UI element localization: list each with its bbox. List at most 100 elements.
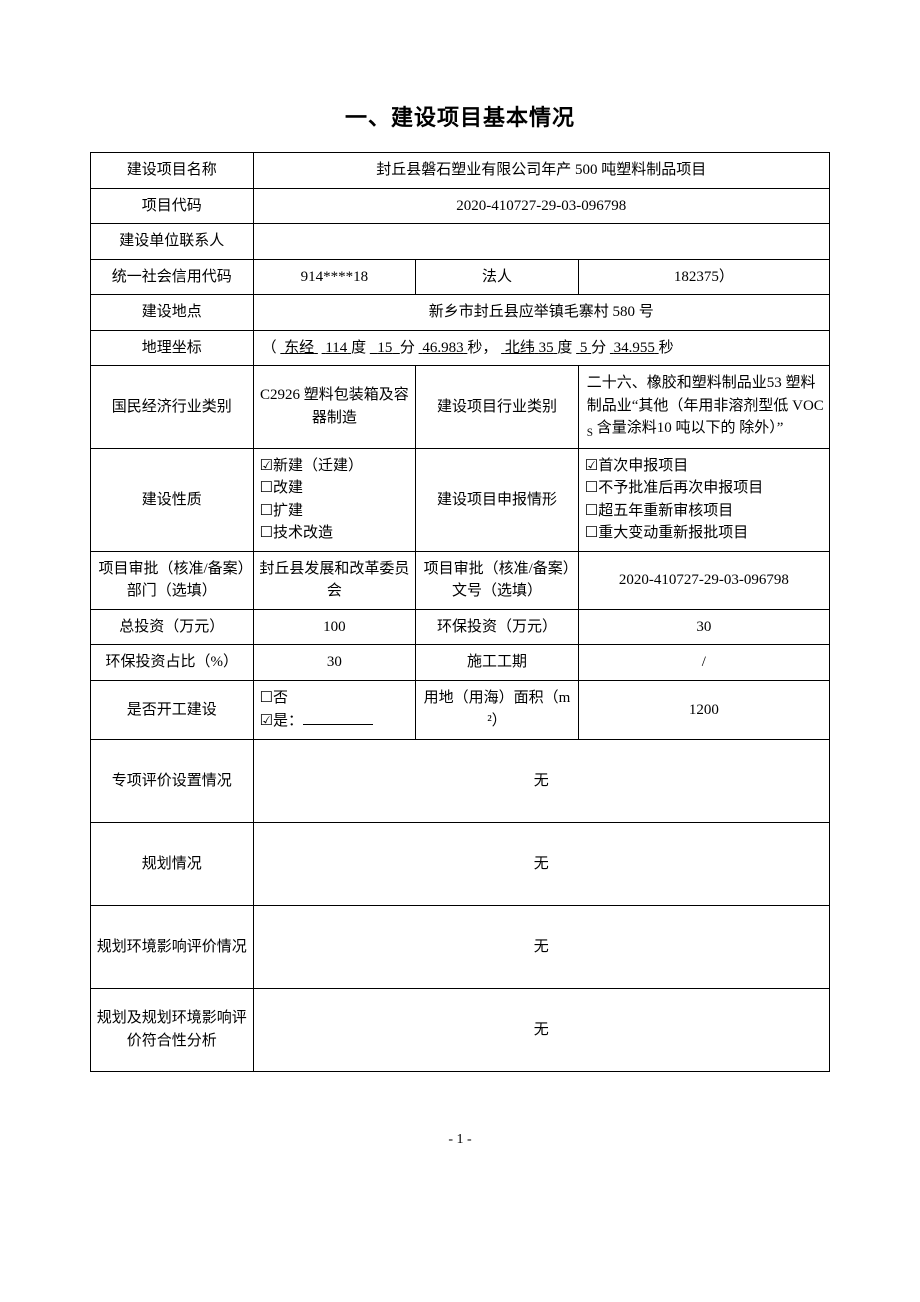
- table-row: 规划及规划环境影响评价符合性分析 无: [91, 988, 830, 1071]
- value-project-name: 封丘县磐石塑业有限公司年产 500 吨塑料制品项目: [253, 153, 829, 189]
- label-location: 建设地点: [91, 295, 254, 331]
- table-row: 建设性质 ☑新建（迁建）☐改建☐扩建☐技术改造 建设项目申报情形 ☑首次申报项目…: [91, 448, 830, 551]
- table-row: 规划环境影响评价情况 无: [91, 905, 830, 988]
- geo-lat-label: 北纬 35: [501, 340, 557, 356]
- apply-option-label: 重大变动重新报批项目: [598, 525, 748, 541]
- checkbox-icon: ☑: [585, 458, 598, 474]
- value-env-invest: 30: [578, 609, 829, 645]
- underline-fill: [303, 709, 373, 725]
- label-social-credit-code: 统一社会信用代码: [91, 259, 254, 295]
- value-apply-type: ☑首次申报项目☐不予批准后再次申报项目☐超五年重新审核项目☐重大变动重新报批项目: [578, 448, 829, 551]
- apply-option: ☑首次申报项目: [585, 455, 825, 478]
- checkbox-icon: ☑: [260, 458, 273, 474]
- checkbox-icon: ☐: [585, 525, 598, 541]
- value-social-credit-code: 914****18: [253, 259, 416, 295]
- checkbox-icon: ☐: [260, 525, 273, 541]
- geo-lat-sec: 34.955: [610, 340, 659, 356]
- value-land-area: 1200: [578, 680, 829, 739]
- geo-lon-label: 东经: [280, 340, 318, 356]
- checkbox-icon: ☑: [260, 713, 273, 729]
- table-row: 建设单位联系人: [91, 224, 830, 260]
- apply-option: ☐超五年重新审核项目: [585, 500, 825, 523]
- table-row: 项目审批（核准/备案）部门（选填） 封丘县发展和改革委员会 项目审批（核准/备案…: [91, 551, 830, 609]
- table-row: 项目代码 2020-410727-29-03-096798: [91, 188, 830, 224]
- label-industry-class: 国民经济行业类别: [91, 366, 254, 449]
- label-project-name: 建设项目名称: [91, 153, 254, 189]
- started-option: ☑是：: [260, 709, 412, 733]
- value-special-eval: 无: [253, 739, 829, 822]
- geo-prefix: （: [262, 340, 277, 356]
- table-row: 建设地点 新乡市封丘县应举镇毛寨村 580 号: [91, 295, 830, 331]
- label-env-ratio: 环保投资占比（%）: [91, 645, 254, 681]
- label-env-invest: 环保投资（万元）: [416, 609, 579, 645]
- label-project-industry-class: 建设项目行业类别: [416, 366, 579, 449]
- geo-lon-sec: 46.983: [419, 340, 468, 356]
- table-row: 是否开工建设 ☐否☑是： 用地（用海）面积（m²） 1200: [91, 680, 830, 739]
- table-row: 建设项目名称 封丘县磐石塑业有限公司年产 500 吨塑料制品项目: [91, 153, 830, 189]
- nature-option: ☐改建: [260, 477, 412, 500]
- label-is-started: 是否开工建设: [91, 680, 254, 739]
- value-location: 新乡市封丘县应举镇毛寨村 580 号: [253, 295, 829, 331]
- label-land-area: 用地（用海）面积（m²）: [416, 680, 579, 739]
- value-geo-coord: （ 东经 114 度 15 分 46.983 秒， 北纬 35 度 5 分 34…: [253, 330, 829, 366]
- nature-option-label: 扩建: [273, 503, 303, 519]
- apply-option-label: 不予批准后再次申报项目: [598, 480, 763, 496]
- label-approval-no: 项目审批（核准/备案）文号（选填）: [416, 551, 579, 609]
- checkbox-icon: ☐: [260, 480, 273, 496]
- geo-lat-min: 5: [576, 340, 591, 356]
- label-apply-type: 建设项目申报情形: [416, 448, 579, 551]
- label-legal-person: 法人: [416, 259, 579, 295]
- value-plan-env-eval: 无: [253, 905, 829, 988]
- table-row: 国民经济行业类别 C2926 塑料包装箱及容器制造 建设项目行业类别 二十六、橡…: [91, 366, 830, 449]
- value-approval-no: 2020-410727-29-03-096798: [578, 551, 829, 609]
- value-nature: ☑新建（迁建）☐改建☐扩建☐技术改造: [253, 448, 416, 551]
- value-env-ratio: 30: [253, 645, 416, 681]
- value-is-started: ☐否☑是：: [253, 680, 416, 739]
- page-number: - 1 -: [90, 1132, 830, 1148]
- apply-option-label: 超五年重新审核项目: [598, 503, 733, 519]
- value-total-invest: 100: [253, 609, 416, 645]
- label-duration: 施工工期: [416, 645, 579, 681]
- value-industry-class: C2926 塑料包装箱及容器制造: [253, 366, 416, 449]
- table-row: 环保投资占比（%） 30 施工工期 /: [91, 645, 830, 681]
- value-plan-conformity: 无: [253, 988, 829, 1071]
- table-row: 地理坐标 （ 东经 114 度 15 分 46.983 秒， 北纬 35 度 5…: [91, 330, 830, 366]
- nature-option: ☐技术改造: [260, 522, 412, 545]
- label-nature: 建设性质: [91, 448, 254, 551]
- table-row: 规划情况 无: [91, 822, 830, 905]
- table-row: 统一社会信用代码 914****18 法人 182375）: [91, 259, 830, 295]
- value-contact: [253, 224, 829, 260]
- label-special-eval: 专项评价设置情况: [91, 739, 254, 822]
- started-option-label: 否: [273, 690, 288, 706]
- apply-option: ☐不予批准后再次申报项目: [585, 477, 825, 500]
- table-row: 专项评价设置情况 无: [91, 739, 830, 822]
- label-contact: 建设单位联系人: [91, 224, 254, 260]
- geo-lon-min: 15: [370, 340, 400, 356]
- value-approval-dept: 封丘县发展和改革委员会: [253, 551, 416, 609]
- value-project-code: 2020-410727-29-03-096798: [253, 188, 829, 224]
- label-geo-coord: 地理坐标: [91, 330, 254, 366]
- label-project-code: 项目代码: [91, 188, 254, 224]
- started-option-label: 是：: [273, 713, 303, 729]
- value-plan: 无: [253, 822, 829, 905]
- geo-lon-deg: 114: [322, 340, 351, 356]
- nature-option-label: 改建: [273, 480, 303, 496]
- label-plan-env-eval: 规划环境影响评价情况: [91, 905, 254, 988]
- nature-option-label: 新建（迁建）: [273, 458, 363, 474]
- checkbox-icon: ☐: [585, 480, 598, 496]
- project-info-table: 建设项目名称 封丘县磐石塑业有限公司年产 500 吨塑料制品项目 项目代码 20…: [90, 152, 830, 1072]
- checkbox-icon: ☐: [260, 690, 273, 706]
- page-title: 一、建设项目基本情况: [90, 100, 830, 132]
- nature-option: ☐扩建: [260, 500, 412, 523]
- apply-option-label: 首次申报项目: [598, 458, 688, 474]
- value-legal-person: 182375）: [578, 259, 829, 295]
- label-approval-dept: 项目审批（核准/备案）部门（选填）: [91, 551, 254, 609]
- checkbox-icon: ☐: [585, 503, 598, 519]
- started-option: ☐否: [260, 687, 412, 710]
- label-total-invest: 总投资（万元）: [91, 609, 254, 645]
- label-plan: 规划情况: [91, 822, 254, 905]
- label-plan-conformity: 规划及规划环境影响评价符合性分析: [91, 988, 254, 1071]
- table-row: 总投资（万元） 100 环保投资（万元） 30: [91, 609, 830, 645]
- nature-option-label: 技术改造: [273, 525, 333, 541]
- checkbox-icon: ☐: [260, 503, 273, 519]
